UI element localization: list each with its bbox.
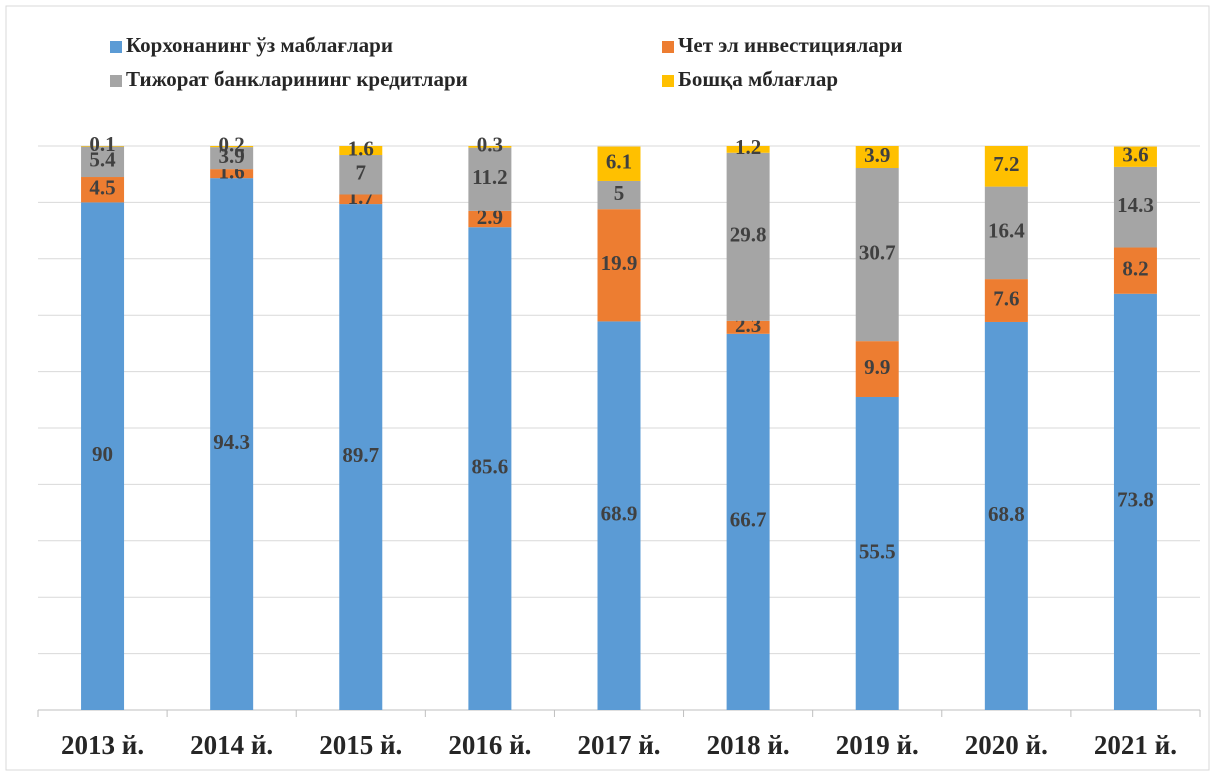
bar-segment: [855, 146, 899, 168]
legend-swatch: [110, 41, 122, 53]
bar-segment: [1113, 293, 1157, 710]
bar-segment: [597, 209, 641, 322]
x-tick-label: 2014 й.: [190, 730, 273, 760]
bar-segment: [597, 180, 641, 210]
bar-segment: [81, 177, 125, 203]
legend-label: Чет эл инвестициялари: [678, 33, 903, 57]
bar-segment: [210, 147, 254, 170]
bar-segment: [468, 227, 512, 710]
bar-segment: [726, 146, 770, 153]
data-label: 3.9: [219, 144, 245, 168]
data-label: 0.2: [219, 132, 245, 156]
bar-segment: [984, 146, 1028, 187]
legend-label: Тижорат банкларининг кредитлари: [126, 67, 468, 91]
bar-segment: [339, 146, 383, 156]
bar-segment: [597, 146, 641, 181]
data-label: 73.8: [1117, 488, 1154, 512]
x-tick-label: 2015 й.: [319, 730, 402, 760]
data-label: 0.3: [477, 133, 503, 157]
data-label: 29.8: [730, 223, 767, 247]
data-label: 4.5: [89, 176, 115, 200]
data-label: 7.2: [993, 152, 1019, 176]
bar-segment: [210, 178, 254, 710]
data-label: 90: [92, 442, 113, 466]
data-label: 89.7: [342, 443, 379, 467]
data-label: 85.6: [472, 454, 509, 478]
data-label: 7.6: [993, 286, 1019, 310]
bar-segment: [339, 204, 383, 711]
bar-segment: [855, 396, 899, 710]
x-tick-label: 2020 й.: [965, 730, 1048, 760]
data-label: 16.4: [988, 219, 1025, 243]
data-label: 0.1: [89, 132, 115, 156]
data-label: 1.2: [735, 135, 761, 159]
legend-swatch: [110, 75, 122, 87]
bar-segment: [1113, 247, 1157, 294]
data-label: 55.5: [859, 539, 896, 563]
legend-swatch: [662, 75, 674, 87]
data-label: 5: [614, 181, 625, 205]
data-label: 6.1: [606, 150, 632, 174]
x-tick-label: 2018 й.: [707, 730, 790, 760]
bar-segment: [210, 146, 254, 148]
x-tick-label: 2021 й.: [1094, 730, 1177, 760]
bar-segment: [1113, 166, 1157, 248]
bar-segment: [468, 147, 512, 211]
data-label: 8.2: [1122, 256, 1148, 280]
bar-segment: [984, 321, 1028, 710]
legend-label: Корхонанинг ўз маблағлари: [126, 33, 393, 57]
legend-swatch: [662, 41, 674, 53]
bar-segment: [726, 152, 770, 321]
bar-segment: [81, 146, 125, 178]
data-label: 11.2: [472, 165, 508, 189]
bar-segment: [726, 333, 770, 710]
bar-segment: [726, 320, 770, 334]
data-label: 94.3: [213, 430, 250, 454]
data-label: 68.9: [601, 502, 638, 526]
data-label: 5.4: [89, 148, 116, 172]
data-label: 14.3: [1117, 193, 1154, 217]
bar-segment: [855, 341, 899, 397]
data-label: 3.9: [864, 143, 890, 167]
data-label: 7: [356, 161, 367, 185]
bar-segment: [984, 186, 1028, 280]
bar-segment: [339, 155, 383, 195]
bar-segment: [1113, 146, 1157, 167]
data-label: 66.7: [730, 508, 767, 532]
data-label: 19.9: [601, 251, 638, 275]
bar-segment: [597, 321, 641, 710]
bar-segment: [468, 210, 512, 228]
x-tick-label: 2017 й.: [577, 730, 660, 760]
data-label: 1.6: [348, 136, 374, 160]
legend-label: Бошқа мблағлар: [678, 67, 838, 91]
bar-segment: [81, 146, 125, 147]
x-tick-label: 2013 й.: [61, 730, 144, 760]
data-label: 9.9: [864, 355, 890, 379]
data-label: 3.6: [1122, 143, 1148, 167]
data-label: 68.8: [988, 502, 1025, 526]
bar-segment: [855, 167, 899, 342]
bar-segment: [468, 146, 512, 148]
bar-segment: [81, 202, 125, 710]
x-tick-label: 2016 й.: [448, 730, 531, 760]
bar-segment: [339, 194, 383, 205]
bar-segment: [984, 279, 1028, 322]
bar-segment: [210, 169, 254, 179]
data-label: 30.7: [859, 240, 896, 264]
x-tick-label: 2019 й.: [836, 730, 919, 760]
